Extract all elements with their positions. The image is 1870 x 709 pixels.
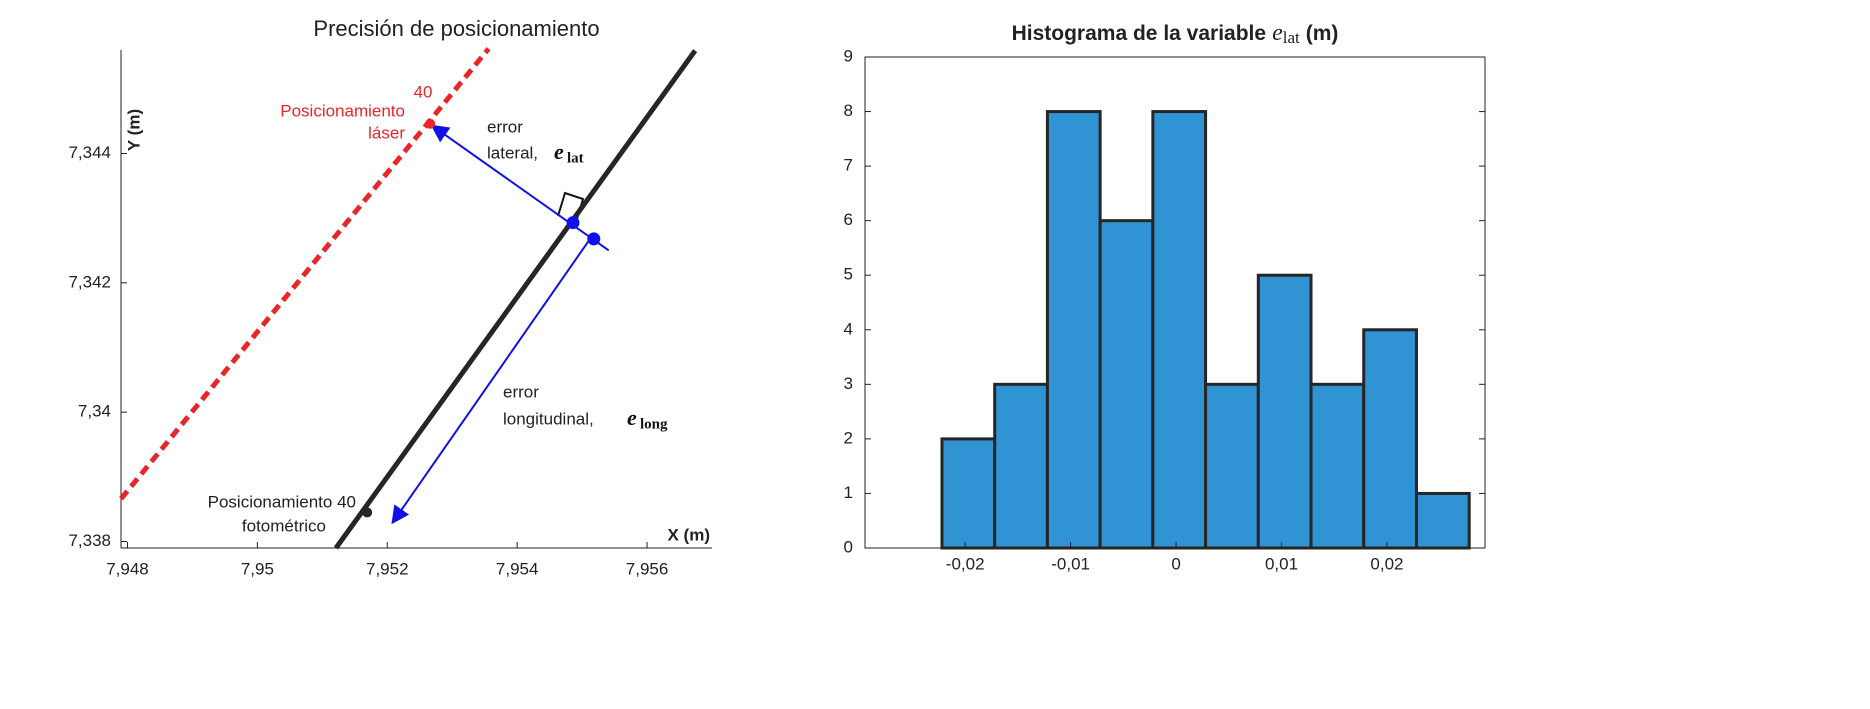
bar	[1098, 219, 1155, 550]
axes-box	[864, 56, 1486, 549]
x-tick-label: 0	[1171, 554, 1180, 573]
y-tick-label: 4	[844, 319, 853, 338]
error-arrow	[430, 124, 610, 252]
annotation: longitudinal,	[503, 409, 594, 428]
bar	[993, 382, 1049, 550]
annotation: error	[503, 382, 539, 401]
bar	[1414, 491, 1471, 550]
annotation: Posicionamiento	[280, 101, 405, 120]
y-tick-label: 6	[844, 210, 853, 229]
y-tick-label: 9	[844, 46, 853, 65]
x-tick-label: -0,01	[1051, 554, 1090, 573]
chart-title: Histograma de la variable elat (m)	[1012, 20, 1339, 47]
y-tick-label: 7	[844, 156, 853, 175]
annotation: error	[487, 117, 523, 136]
bar	[1256, 273, 1313, 550]
y-tick-label: 0	[844, 537, 853, 556]
annotation: fotométrico	[242, 516, 326, 535]
annotation: e	[554, 139, 564, 164]
x-tick-label: 7,948	[106, 559, 149, 578]
bar	[1151, 110, 1208, 550]
y-tick-label: 8	[844, 101, 853, 120]
bar	[1204, 382, 1260, 550]
trajectory-line	[333, 49, 698, 550]
title-symbol: e	[1272, 20, 1283, 46]
x-tick-label: 0,01	[1265, 554, 1298, 573]
annotation: lat	[567, 150, 584, 166]
y-tick-label: 7,342	[68, 272, 111, 291]
annotation: e	[627, 405, 637, 430]
x-tick-label: -0,02	[946, 554, 985, 573]
bar	[1362, 328, 1418, 550]
point	[362, 507, 373, 518]
point	[566, 216, 580, 230]
x-tick-label: 7,95	[241, 559, 274, 578]
y-tick-label: 5	[844, 265, 853, 284]
point	[587, 232, 601, 246]
y-tick-label: 7,338	[68, 531, 111, 550]
x-tick-label: 7,952	[366, 559, 409, 578]
bar	[1309, 382, 1366, 550]
bar	[1045, 110, 1102, 550]
annotation: láser	[368, 123, 405, 142]
y-tick-label: 2	[844, 428, 853, 447]
x-axis-label: X (m)	[668, 525, 711, 544]
x-tick-label: 7,954	[496, 559, 539, 578]
annotation: lateral,	[487, 143, 538, 162]
title-text: Histograma de la variable	[1012, 22, 1266, 45]
annotation: Posicionamiento 40	[208, 492, 356, 511]
error-arrow	[391, 237, 592, 525]
point	[425, 118, 436, 129]
x-tick-label: 7,956	[626, 559, 669, 578]
y-tick-label: 3	[844, 374, 853, 393]
y-axis-label: Y (m)	[124, 109, 143, 151]
y-tick-label: 1	[844, 483, 853, 502]
x-tick-label: 0,02	[1370, 554, 1403, 573]
y-tick-label: 7,34	[78, 402, 111, 421]
title-unit: (m)	[1306, 22, 1339, 45]
y-tick-label: 7,344	[68, 143, 111, 162]
annotation: long	[640, 416, 668, 432]
annotation: 40	[414, 82, 433, 101]
bar	[940, 437, 997, 550]
chart-title: Precisión de posicionamiento	[313, 16, 599, 41]
title-subscript: lat	[1283, 28, 1300, 47]
